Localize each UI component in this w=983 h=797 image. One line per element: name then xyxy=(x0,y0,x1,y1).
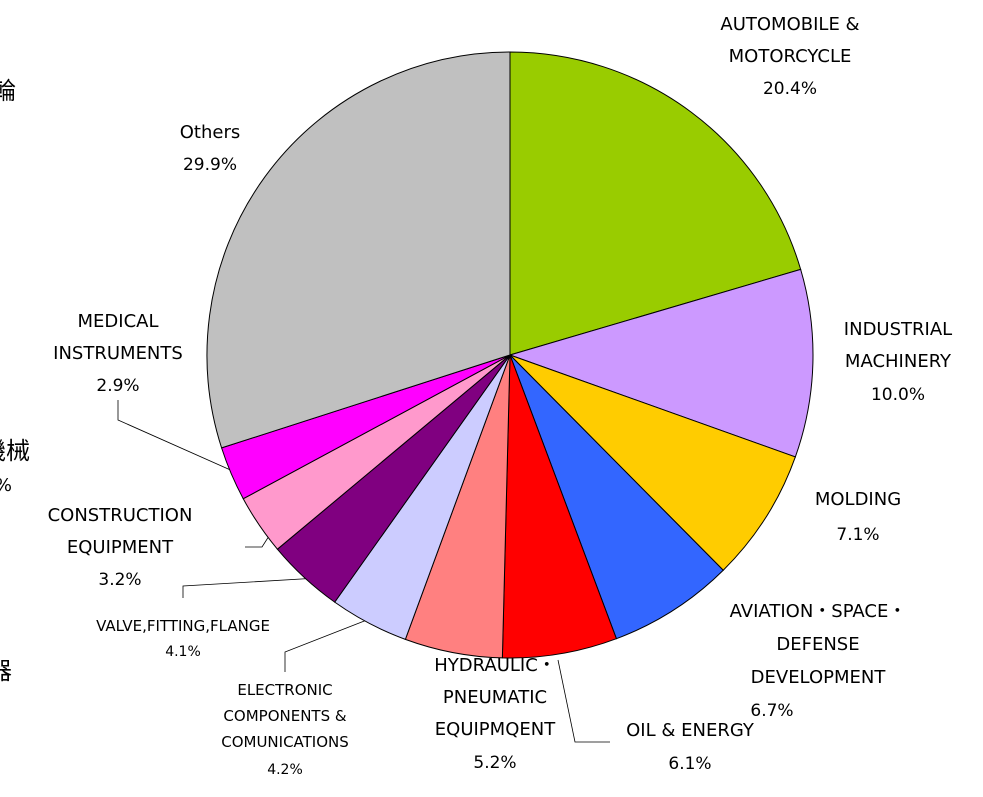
value-label: 5.2% xyxy=(473,753,516,773)
value-label: 20.4% xyxy=(763,79,817,99)
pie-slice xyxy=(509,354,796,571)
annotation: 輪 xyxy=(0,77,16,105)
slice-label: MOLDING xyxy=(815,489,901,510)
value-label: 6.1% xyxy=(668,754,711,774)
slice-label: Others xyxy=(180,122,241,143)
leader-line xyxy=(182,577,319,598)
slice-label: ELECTRONIC COMPONENTS & COMUNICATIONS xyxy=(221,681,349,751)
annotation: 機械 xyxy=(0,437,30,465)
annotation: 器 xyxy=(0,657,12,685)
leader-line xyxy=(117,400,236,473)
value-label: 29.9% xyxy=(183,155,237,175)
value-label: 10.0% xyxy=(871,385,925,405)
slice-label: HYDRAULIC・ PNEUMATIC EQUIPMQENT xyxy=(434,655,556,740)
slice-label: AUTOMOBILE & MOTORCYCLE xyxy=(720,14,859,67)
pie xyxy=(206,51,814,659)
leader-line xyxy=(284,617,373,672)
slice-label: OIL & ENERGY xyxy=(626,720,755,741)
pie-slice xyxy=(508,268,814,458)
pie-slice xyxy=(509,51,802,356)
pie-slice xyxy=(509,354,724,640)
value-label: 4.2% xyxy=(267,762,303,778)
value-label: 3.2% xyxy=(98,570,141,590)
annotation: 3% xyxy=(0,475,12,496)
slice-label: INDUSTRIAL MACHINERY xyxy=(844,319,952,372)
slice-label: MEDICAL INSTRUMENTS xyxy=(53,311,183,364)
value-label: 2.9% xyxy=(96,376,139,396)
slice-label: AVIATION・SPACE・ DEFENSE DEVELOPMENT xyxy=(730,601,907,688)
pie-slice xyxy=(501,354,618,659)
value-label: 6.7% xyxy=(750,701,793,721)
value-label: 4.1% xyxy=(165,644,201,660)
slice-label: VALVE,FITTING,FLANGE xyxy=(96,617,270,635)
value-label: 7.1% xyxy=(836,525,879,545)
slice-label: CONSTRUCTION EQUIPMENT xyxy=(48,505,193,558)
leader-line xyxy=(557,659,610,743)
pie-slice xyxy=(206,51,511,449)
